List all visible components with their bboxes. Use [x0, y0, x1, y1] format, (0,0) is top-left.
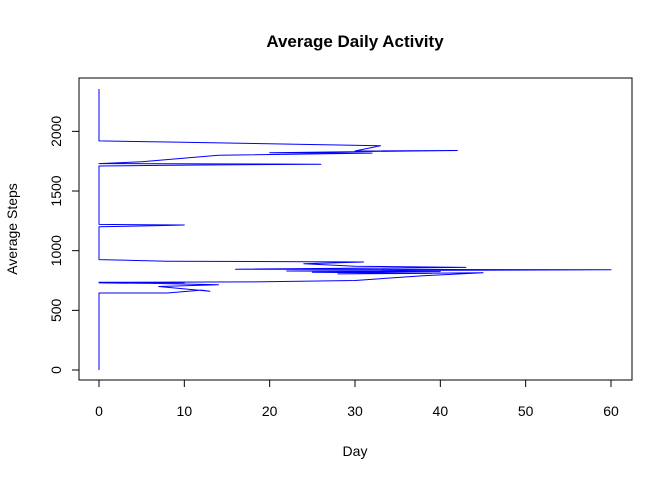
x-axis: 0 10 20 30 40 50 60: [95, 379, 619, 419]
x-tick-label: 10: [177, 403, 193, 419]
y-tick-label: 1500: [48, 175, 64, 206]
y-tick-label: 500: [48, 298, 64, 322]
x-tick-label: 20: [262, 403, 278, 419]
x-tick-label: 40: [433, 403, 449, 419]
y-axis-label: Average Steps: [4, 183, 20, 275]
series-line: [98, 89, 612, 370]
x-tick-label: 30: [347, 403, 363, 419]
plot-frame: [78, 77, 633, 381]
x-tick-label: 50: [518, 403, 534, 419]
x-axis-label: Day: [343, 443, 368, 459]
y-tick-label: 0: [48, 366, 64, 374]
x-tick-label: 0: [95, 403, 103, 419]
y-axis: 0 500 1000 1500 2000: [48, 116, 80, 374]
x-tick-label: 60: [603, 403, 619, 419]
chart-title: Average Daily Activity: [266, 32, 444, 51]
y-tick-label: 1000: [48, 235, 64, 266]
series-layer: [98, 89, 612, 370]
y-tick-label: 2000: [48, 116, 64, 147]
